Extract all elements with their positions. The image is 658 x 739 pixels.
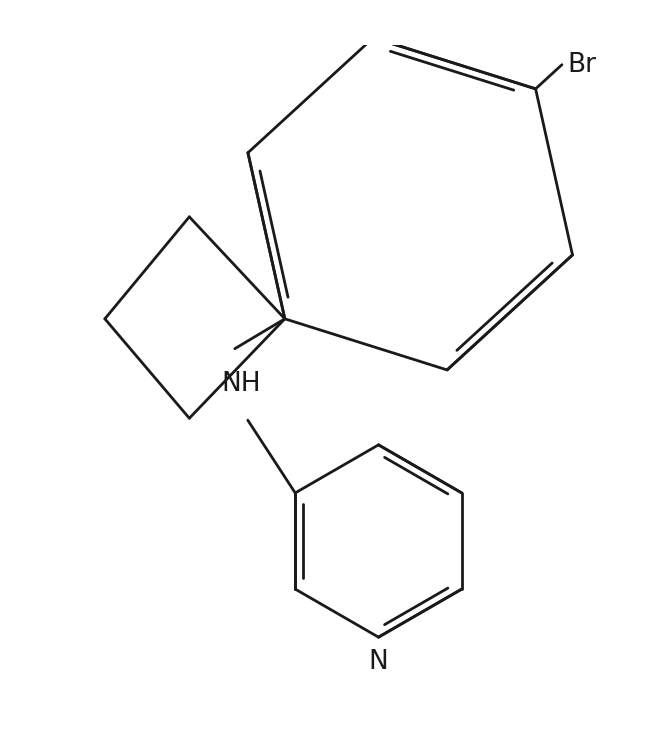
Text: N: N: [368, 649, 388, 675]
Text: NH: NH: [222, 372, 261, 398]
Text: Br: Br: [567, 52, 596, 78]
